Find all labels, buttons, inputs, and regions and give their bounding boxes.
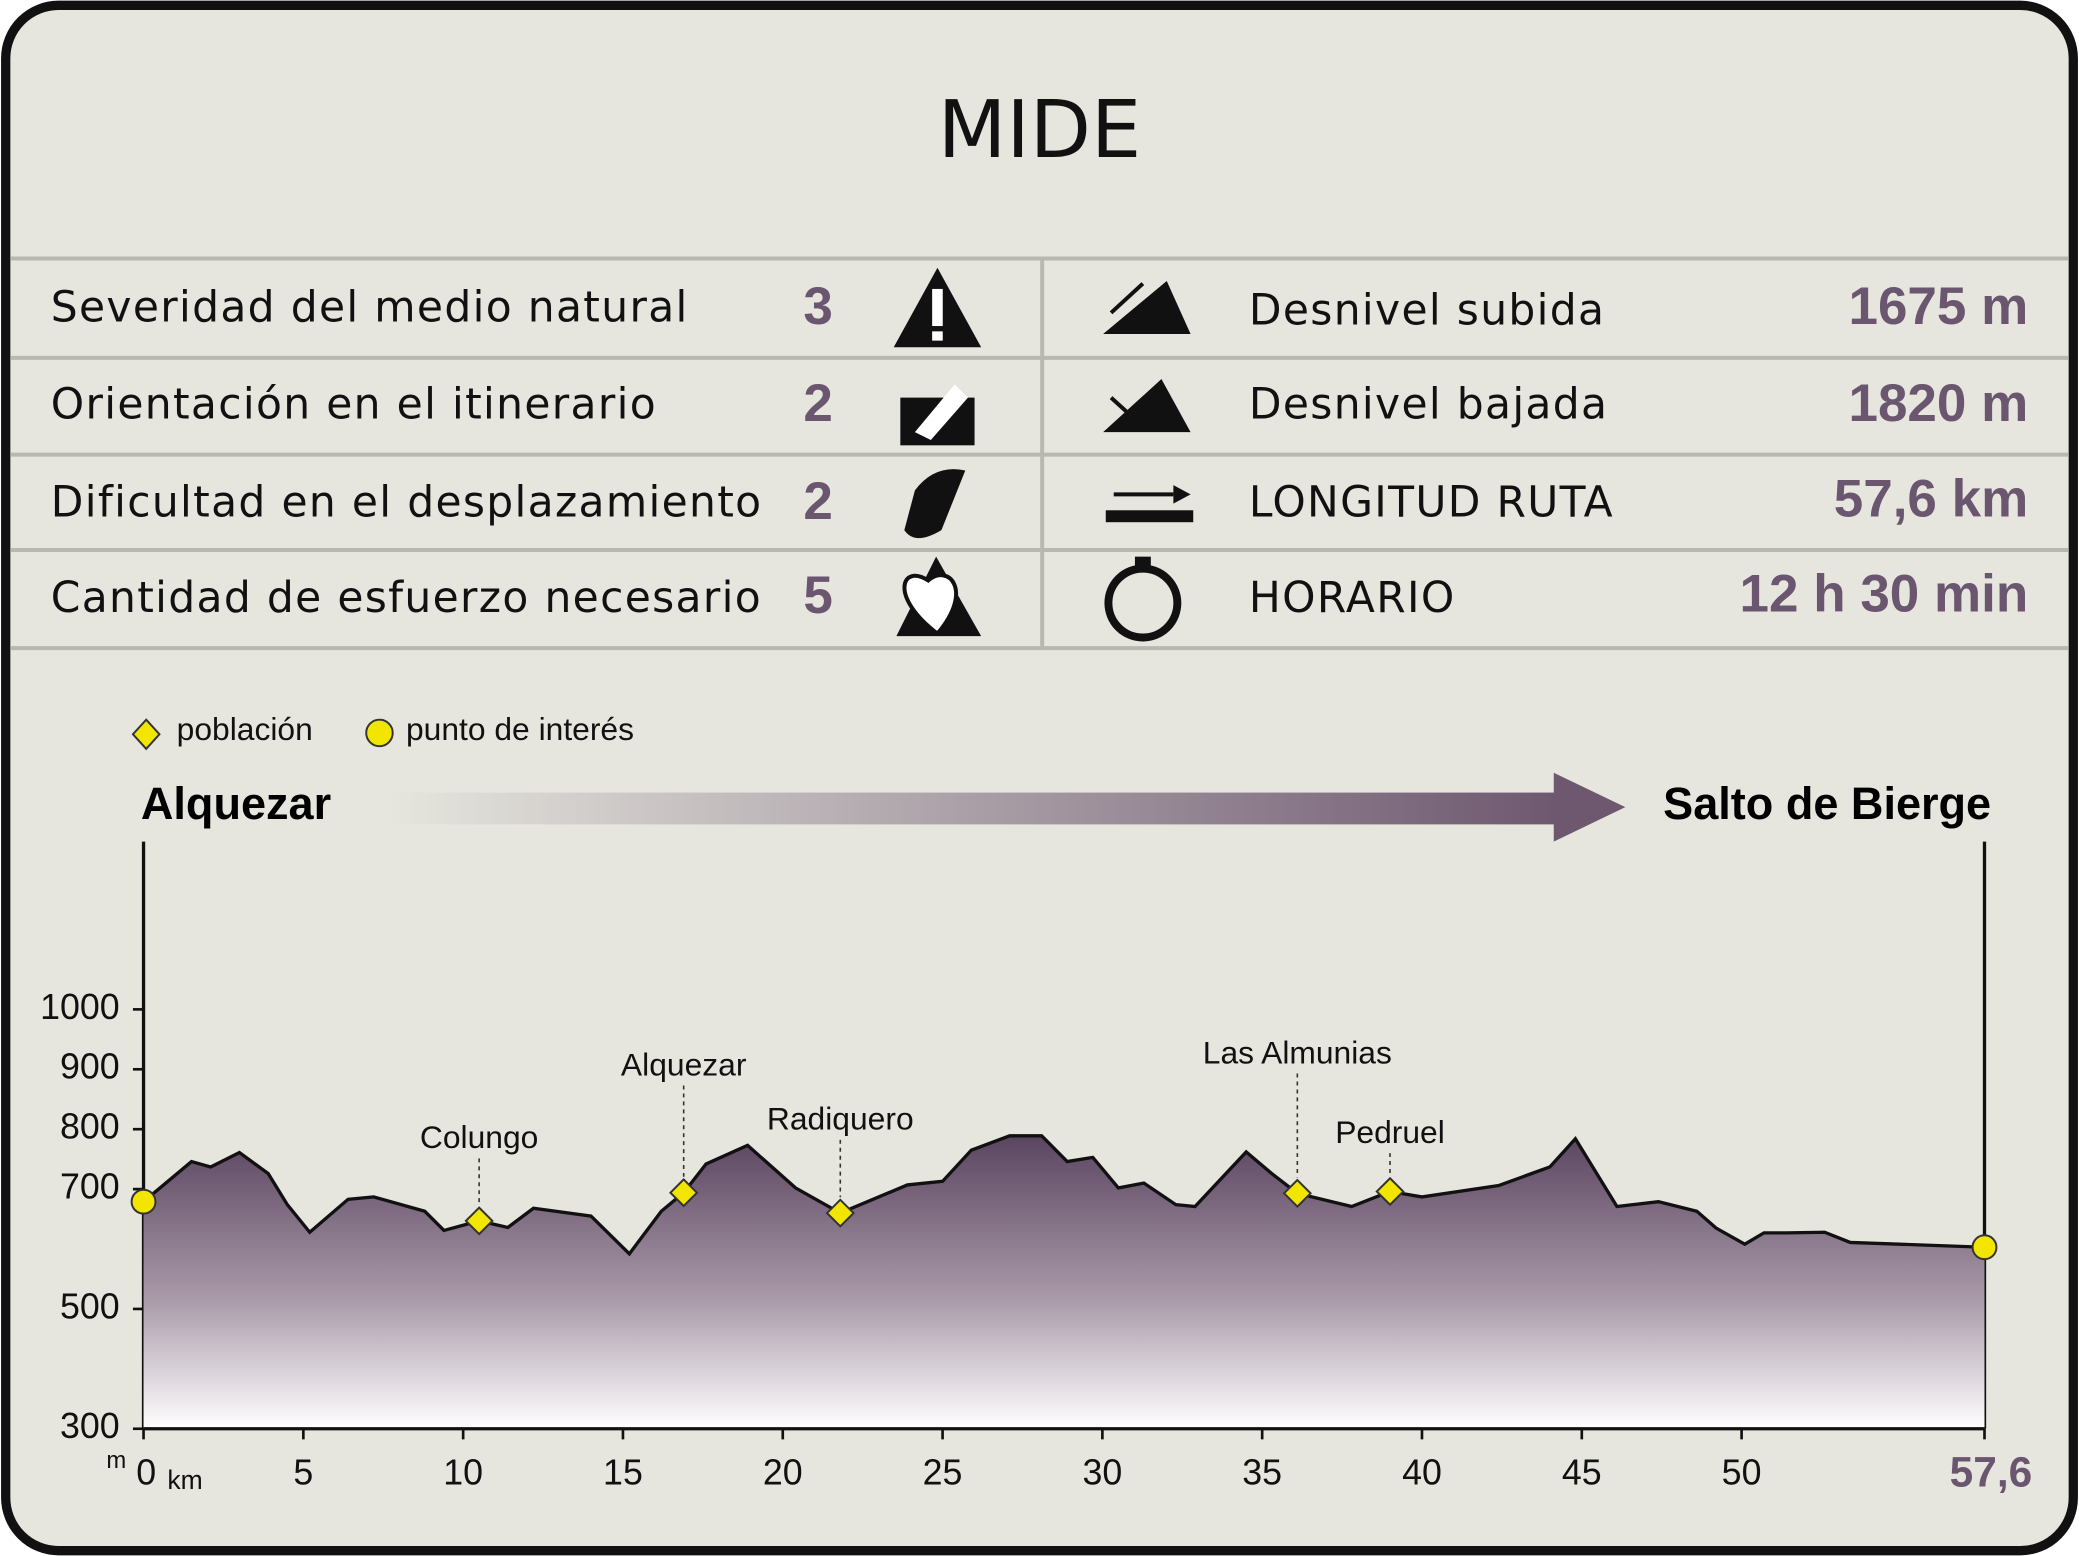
interest-marker xyxy=(1971,1234,1998,1261)
row-label: Desnivel subida xyxy=(1249,286,1605,335)
legend: población punto de interés xyxy=(131,711,634,751)
y-tick-label: 700 xyxy=(60,1167,120,1207)
legend-label: población xyxy=(177,711,313,747)
row-label: LONGITUD RUTA xyxy=(1249,478,1614,527)
y-tick-label: 300 xyxy=(60,1406,120,1446)
legend-circle xyxy=(365,718,394,748)
icon-clock xyxy=(1104,564,1182,642)
end-label: Salto de Bierge xyxy=(1663,778,1991,829)
row-value: 57,6 km xyxy=(1834,469,2028,528)
row-label: Severidad del medio natural xyxy=(51,284,689,333)
row-label: HORARIO xyxy=(1249,574,1456,623)
elevation-line xyxy=(142,1134,1985,1257)
table-lines xyxy=(11,256,2068,651)
x-tick-label: 15 xyxy=(603,1453,643,1493)
row-value: 1820 m xyxy=(1848,374,2028,433)
x-tick-label: 40 xyxy=(1402,1453,1442,1493)
row-label: Desnivel bajada xyxy=(1249,380,1608,429)
interest-marker xyxy=(130,1188,157,1215)
row-value: 1675 m xyxy=(1848,277,2028,336)
x-tick-label: 10 xyxy=(443,1453,483,1493)
row-value: 2 xyxy=(803,472,832,531)
x-tick-label: 30 xyxy=(1082,1453,1122,1493)
town-marker xyxy=(1282,1178,1312,1208)
town-label: Colungo xyxy=(420,1119,538,1155)
x-tick-label: 20 xyxy=(763,1453,803,1493)
title: MIDE xyxy=(938,83,1142,176)
x-tick-label: 50 xyxy=(1722,1453,1762,1493)
legend-label: punto de interés xyxy=(406,711,634,747)
row-value: 5 xyxy=(803,566,832,625)
town-marker xyxy=(1375,1176,1405,1207)
row-label: Orientación en el itinerario xyxy=(51,380,657,429)
direction-arrow xyxy=(384,792,1558,825)
x-tick-label: 45 xyxy=(1562,1453,1602,1493)
icon-down xyxy=(1103,379,1191,433)
y-tick-label: 500 xyxy=(60,1286,120,1326)
x-tick-label: 5 xyxy=(293,1453,313,1493)
town-label: Radiquero xyxy=(767,1101,914,1137)
y-tick-label: 800 xyxy=(60,1107,120,1147)
icon-boot xyxy=(904,469,966,539)
elevation-area xyxy=(143,1135,1985,1429)
icon-up xyxy=(1103,280,1191,334)
legend-diamond xyxy=(131,718,161,751)
x-tick-label: 35 xyxy=(1242,1453,1282,1493)
y-tick-label: 1000 xyxy=(40,987,120,1027)
y-tick-label: 900 xyxy=(60,1047,120,1087)
icon-detail xyxy=(914,384,968,441)
row-value: 12 h 30 min xyxy=(1740,565,2029,624)
icon-length xyxy=(1105,510,1194,523)
start-label: Alquezar xyxy=(141,778,331,829)
y-axis-label: m xyxy=(106,1447,126,1474)
row-label: Dificultad en el desplazamiento xyxy=(51,478,763,527)
town-marker xyxy=(825,1198,855,1228)
icon-detail xyxy=(932,288,943,327)
x-tick-label: 0 xyxy=(136,1453,156,1493)
table: Severidad del medio natural 3 Desnivel s… xyxy=(51,277,2028,625)
row-label: Cantidad de esfuerzo necesario xyxy=(51,574,762,623)
icon-detail xyxy=(932,331,943,341)
x-tick-label: 25 xyxy=(923,1453,963,1493)
row-value: 3 xyxy=(803,277,832,336)
direction-arrowhead xyxy=(1553,772,1626,842)
x-tick-label: 57,6 xyxy=(1950,1448,2033,1495)
row-value: 2 xyxy=(803,374,832,433)
town-label: Las Almunias xyxy=(1203,1034,1392,1070)
x-axis-label: km xyxy=(167,1465,202,1495)
town-marker xyxy=(464,1206,494,1236)
icons xyxy=(893,267,1194,642)
town-marker xyxy=(669,1178,699,1208)
town-label: Alquezar xyxy=(621,1046,747,1082)
icon-heart xyxy=(902,573,958,637)
town-label: Pedruel xyxy=(1335,1114,1445,1150)
